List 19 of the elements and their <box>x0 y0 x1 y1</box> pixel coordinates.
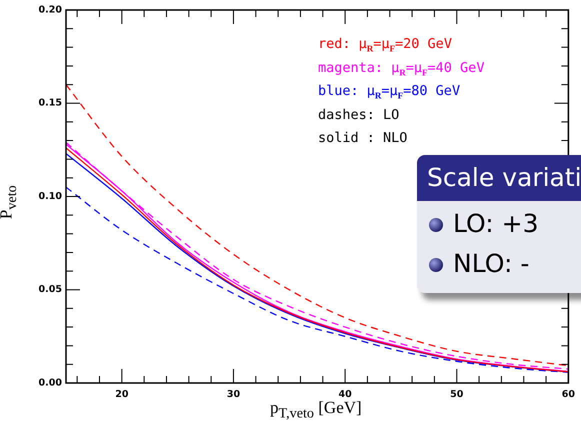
annotation: solid : NLO <box>318 130 408 146</box>
annotation: Scale variati <box>417 155 581 201</box>
x-tick-label: 50 <box>450 389 464 400</box>
annotation: blue: μ$_{R}$=μ$_{F}$=80 GeV <box>318 83 460 101</box>
annotation: LO: +3 <box>453 209 538 238</box>
y-tick-label: 0.05 <box>38 284 62 296</box>
x-axis-title: p$_{T,veto}$ [GeV] <box>270 398 362 422</box>
y-tick-label: 0.10 <box>38 190 62 202</box>
annotation: red: μ$_{R}$=μ$_{F}$=20 GeV <box>318 36 452 54</box>
y-tick-label: 0.00 <box>38 377 62 388</box>
x-tick-label: 30 <box>226 389 240 400</box>
y-tick-label: 0.20 <box>38 4 62 16</box>
annotation: dashes: LO <box>318 106 400 122</box>
x-tick-label: 20 <box>115 389 129 400</box>
y-tick-label: 0.15 <box>38 98 62 109</box>
annotation: NLO: - <box>453 249 530 278</box>
annotation: magenta: μ$_{R}$=μ$_{F}$=40 GeV <box>318 60 484 78</box>
x-tick-label: 40 <box>338 389 352 400</box>
x-tick-label: 60 <box>562 389 576 400</box>
